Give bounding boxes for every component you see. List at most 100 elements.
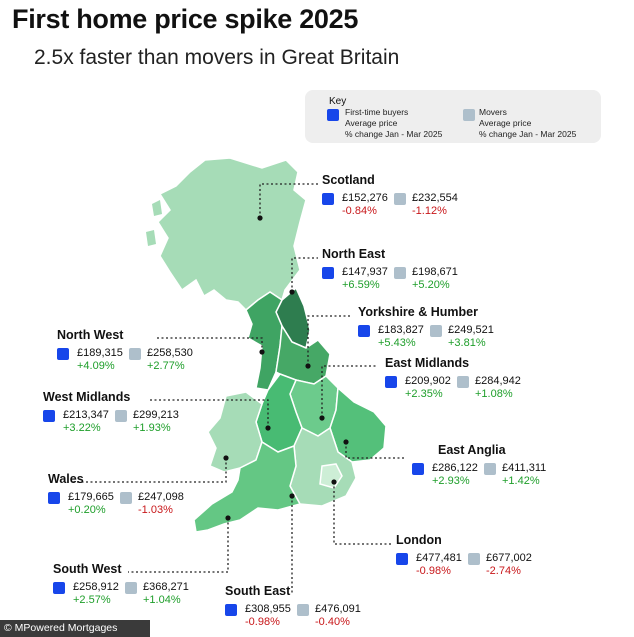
region-name: London <box>396 533 442 547</box>
movers-price: £368,271 <box>143 581 189 593</box>
movers-price: £247,098 <box>138 491 184 503</box>
movers-swatch <box>457 376 469 388</box>
map-key: Key First-time buyers Average price % ch… <box>305 90 601 143</box>
wales-dot <box>223 455 229 461</box>
key-movers-line2: Average price <box>479 118 532 128</box>
ftb-price: £147,937 <box>342 266 388 278</box>
movers-price: £249,521 <box>448 324 494 336</box>
yorkshire-dot <box>305 363 311 369</box>
movers-price: £299,213 <box>133 409 179 421</box>
movers-change: +1.04% <box>143 594 181 606</box>
ftb-swatch <box>53 582 65 594</box>
movers-price: £198,671 <box>412 266 458 278</box>
wales-leader-line <box>70 458 227 483</box>
region-name: East Anglia <box>438 443 506 457</box>
region-name: East Midlands <box>385 356 470 370</box>
yorkshire-leader-line <box>307 315 352 366</box>
ftb-price: £179,665 <box>68 491 114 503</box>
image-credit: © MPowered Mortgages <box>0 620 150 637</box>
ftb-price: £183,827 <box>378 324 424 336</box>
ftb-change: -0.98% <box>245 616 280 628</box>
key-first-time-line1: First-time buyers <box>345 107 409 117</box>
ftb-change: +2.35% <box>405 388 443 400</box>
north-east-leader-line <box>291 257 318 292</box>
south-east-dot <box>289 493 295 499</box>
region-name: North West <box>57 328 124 342</box>
movers-swatch <box>120 492 132 504</box>
ftb-price: £209,902 <box>405 375 451 387</box>
ftb-swatch <box>48 492 60 504</box>
west-midlands-leader-line <box>150 399 269 428</box>
key-first-time-line3: % change Jan - Mar 2025 <box>345 129 443 139</box>
east-midlands-dot <box>319 415 325 421</box>
movers-change: +1.42% <box>502 475 540 487</box>
london-leader-line <box>333 482 392 545</box>
movers-change: -1.12% <box>412 205 447 217</box>
ftb-change: +6.59% <box>342 279 380 291</box>
key-movers-line1: Movers <box>479 107 507 117</box>
north-west-leader-line <box>156 337 263 352</box>
ftb-price: £308,955 <box>245 603 291 615</box>
ftb-swatch <box>385 376 397 388</box>
london-dot <box>331 479 337 485</box>
leader-lines <box>70 183 406 594</box>
movers-swatch <box>115 410 127 422</box>
ftb-price: £213,347 <box>63 409 109 421</box>
north-west-shape <box>245 291 283 391</box>
north-east-dot <box>289 289 295 295</box>
west-midlands-dot <box>265 425 271 431</box>
movers-price: £411,311 <box>502 462 547 474</box>
movers-price: £258,530 <box>147 347 193 359</box>
page-subtitle: 2.5x faster than movers in Great Britain <box>34 46 400 69</box>
movers-swatch <box>297 604 309 616</box>
ftb-price: £286,122 <box>432 462 478 474</box>
key-heading: Key <box>329 96 347 107</box>
ftb-swatch <box>322 193 334 205</box>
east-anglia-leader-line <box>345 442 406 459</box>
movers-swatch <box>463 109 475 121</box>
scotland-shape <box>157 157 307 312</box>
movers-change: +1.08% <box>475 388 513 400</box>
ftb-change: +3.22% <box>63 422 101 434</box>
ftb-change: +0.20% <box>68 504 106 516</box>
ftb-price: £189,315 <box>77 347 123 359</box>
ftb-price: £477,481 <box>416 552 462 564</box>
ftb-swatch <box>322 267 334 279</box>
movers-price: £677,002 <box>486 552 532 564</box>
movers-swatch <box>394 267 406 279</box>
movers-price: £284,942 <box>475 375 521 387</box>
region-name: Yorkshire & Humber <box>358 305 478 319</box>
movers-price: £476,091 <box>315 603 361 615</box>
movers-swatch <box>484 463 496 475</box>
leader-dots <box>223 215 349 521</box>
key-movers-line3: % change Jan - Mar 2025 <box>479 129 577 139</box>
movers-change: -2.74% <box>486 565 521 577</box>
wales-shape <box>207 391 263 473</box>
movers-swatch <box>125 582 137 594</box>
south-west-shape <box>193 440 302 533</box>
key-first-time-line2: Average price <box>345 118 398 128</box>
region-name: South East <box>225 584 291 598</box>
region-name: North East <box>322 247 386 261</box>
east-anglia-dot <box>343 439 349 445</box>
movers-change: +5.20% <box>412 279 450 291</box>
movers-change: +2.77% <box>147 360 185 372</box>
movers-swatch <box>394 193 406 205</box>
movers-swatch <box>430 325 442 337</box>
ftb-price: £258,912 <box>73 581 119 593</box>
region-name: West Midlands <box>43 390 131 404</box>
key-first-time-text: First-time buyers Average price % change… <box>345 107 442 140</box>
ftb-swatch <box>412 463 424 475</box>
region-name: Scotland <box>322 173 375 187</box>
ftb-swatch <box>225 604 237 616</box>
region-name: Wales <box>48 472 84 486</box>
movers-swatch <box>468 553 480 565</box>
ftb-change: +2.57% <box>73 594 111 606</box>
movers-price: £232,554 <box>412 192 458 204</box>
movers-change: +1.93% <box>133 422 171 434</box>
ftb-change: +2.93% <box>432 475 470 487</box>
movers-change: +3.81% <box>448 337 486 349</box>
ftb-price: £152,276 <box>342 192 388 204</box>
north-west-dot <box>259 349 265 355</box>
